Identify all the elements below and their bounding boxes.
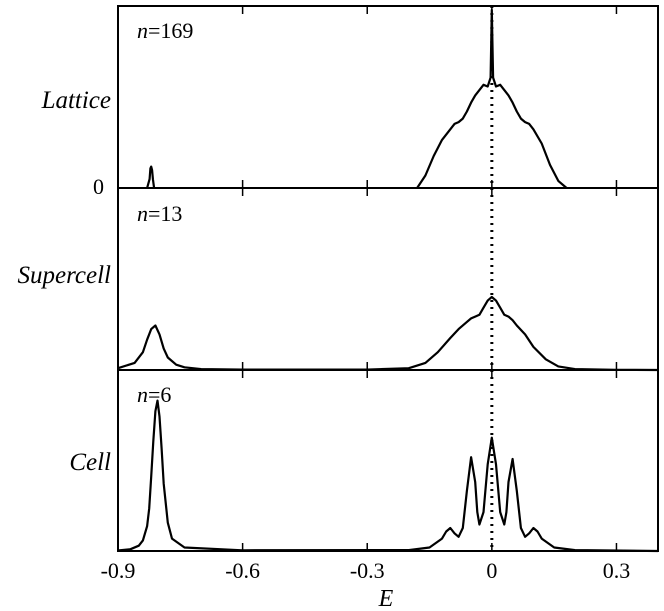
x-tick-label: -0.3 [350, 558, 385, 583]
panel-lattice: n=169 Lattice 0 [41, 18, 194, 199]
x-tick-label: -0.6 [225, 558, 260, 583]
dos-curve-supercell [117, 295, 659, 372]
panel-supercell: n=13 Supercell [18, 201, 183, 289]
panel-n-label-cell: n=6 [137, 382, 171, 407]
x-tick-label: 0.3 [603, 558, 631, 583]
row-label-cell: Cell [69, 449, 111, 476]
x-tick-label: -0.9 [101, 558, 136, 583]
y-zero-label: 0 [93, 174, 104, 199]
row-label-supercell: Supercell [18, 262, 112, 289]
x-tick-label: 0 [486, 558, 497, 583]
row-label-lattice: Lattice [41, 87, 111, 114]
dos-curve-cell [117, 399, 659, 553]
plot-frame [117, 5, 659, 552]
panel-n-label-supercell: n=13 [137, 201, 182, 226]
panel-n-label-lattice: n=169 [137, 18, 193, 43]
dos-curve-lattice-low-band [146, 165, 156, 189]
panel-cell: n=6 Cell [69, 382, 171, 476]
x-axis-label: E [378, 586, 394, 611]
